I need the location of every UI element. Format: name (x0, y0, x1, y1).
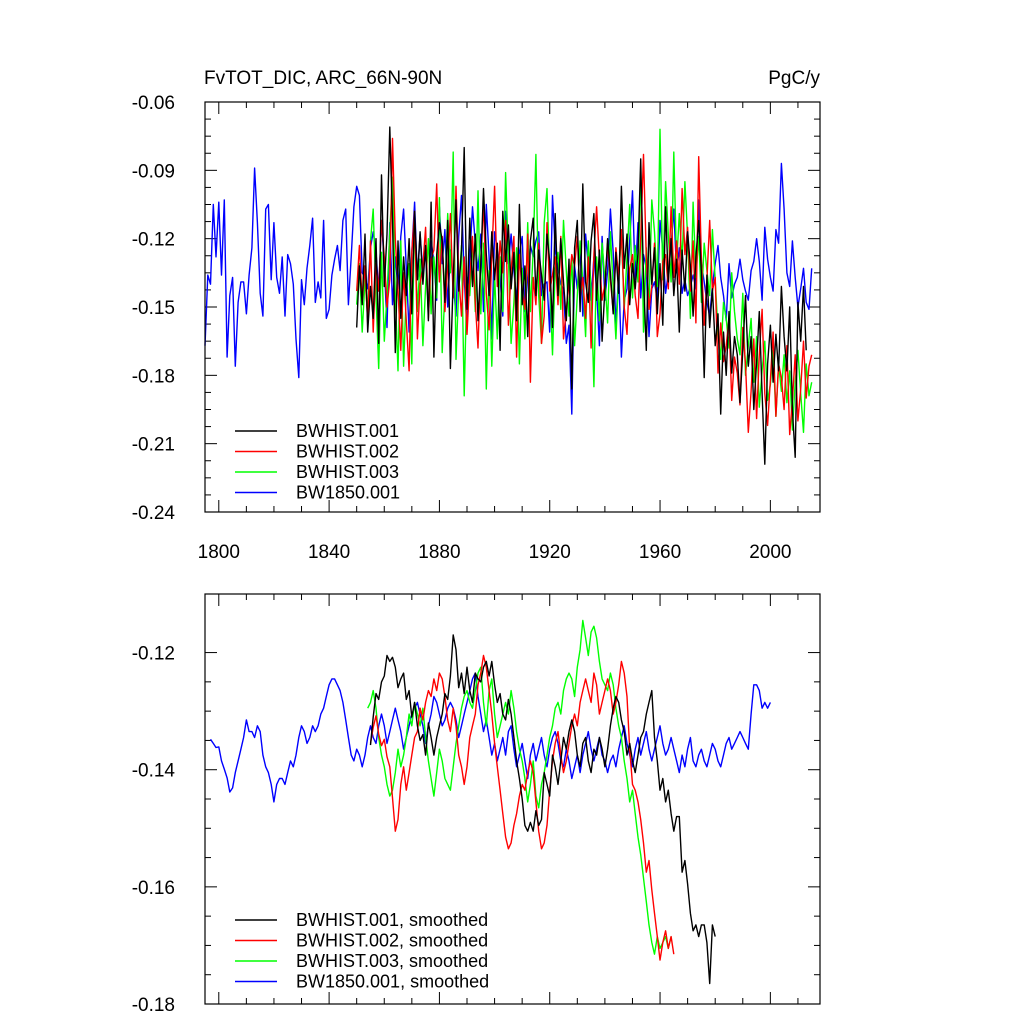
legend-label: BWHIST.003 (296, 462, 399, 482)
series-line-bwhist-001-smoothed (369, 634, 716, 985)
y-tick-label: -0.06 (132, 93, 175, 114)
bottom-plot-frame (204, 593, 821, 1005)
y-tick-label: -0.14 (132, 761, 176, 782)
x-tick-label: 1880 (418, 542, 460, 563)
y-tick-label: -0.24 (132, 503, 176, 524)
bottom-series (209, 619, 772, 985)
y-tick-label: -0.18 (132, 366, 175, 387)
y-tick-label: -0.09 (132, 161, 175, 182)
x-tick-label: 1840 (308, 542, 350, 563)
top-series (204, 126, 813, 465)
y-tick-label: -0.21 (132, 435, 175, 456)
legend-label: BWHIST.001 (296, 421, 399, 441)
x-tick-label: 2000 (749, 542, 791, 563)
y-tick-label: -0.18 (132, 995, 175, 1016)
legend-label: BWHIST.001, smoothed (296, 910, 488, 930)
series-line-bwhist-002-smoothed (369, 654, 675, 961)
y-tick-label: -0.12 (132, 644, 175, 665)
legend-label: BWHIST.002 (296, 442, 399, 462)
legend-label: BWHIST.003, smoothed (296, 951, 488, 971)
bottom-ticks: -0.18 -0.16 -0.14 -0.12 (132, 594, 820, 1016)
chart-title: FvTOT_DIC, ARC_66N-90N (204, 68, 442, 89)
legend-label: BWHIST.002, smoothed (296, 931, 488, 951)
series-line-bwhist-001 (356, 126, 807, 465)
x-tick-label: 1920 (529, 542, 571, 563)
units-label: PgC/y (768, 68, 820, 89)
y-tick-label: -0.12 (132, 230, 175, 251)
legend-label: BW1850.001 (296, 483, 400, 503)
legend-label: BW1850.001, smoothed (296, 972, 489, 992)
x-tick-label: 1960 (639, 542, 681, 563)
y-tick-label: -0.16 (132, 878, 175, 899)
series-line-bw1850-001-smoothed (209, 672, 772, 803)
top-ticks: -0.24 -0.21 -0.18 -0.15 -0.12 -0.09 -0.06 1800 1… (132, 93, 820, 563)
series-line-bw1850-001 (204, 162, 813, 415)
panel-top: FvTOT_DIC, ARC_66N-90N PgC/y -0.24-0.21-… (132, 68, 821, 563)
panel-bottom: -0.18 -0.16 -0.14 -0.12 BWHIST.001, smoothe… (132, 593, 821, 1016)
top-plot-frame (204, 101, 821, 513)
x-tick-label: 1800 (198, 542, 240, 563)
series-line-bwhist-003-smoothed (367, 619, 672, 955)
y-tick-label: -0.15 (132, 298, 175, 319)
